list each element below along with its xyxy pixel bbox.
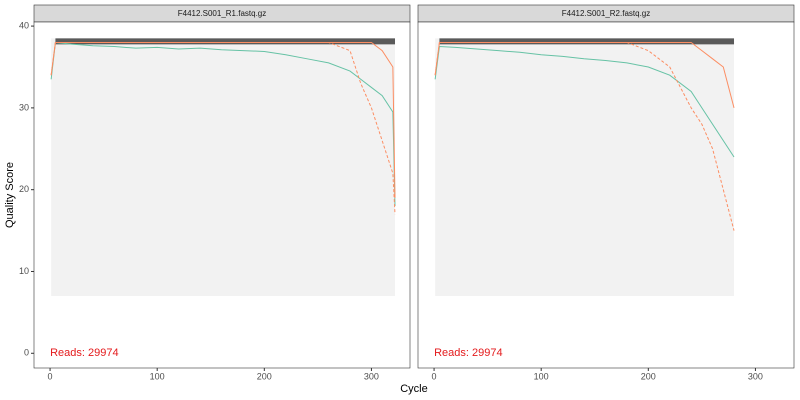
x-tick-label: 300 bbox=[364, 371, 379, 381]
x-tick-label: 200 bbox=[257, 371, 272, 381]
y-tick-label: 40 bbox=[19, 20, 29, 30]
x-axis-title: Cycle bbox=[400, 383, 428, 395]
annotation: Reads: 29974 bbox=[434, 347, 503, 359]
y-axis-title: Quality Score bbox=[4, 162, 16, 228]
x-tick-label: 300 bbox=[748, 371, 763, 381]
x-tick-label: 100 bbox=[150, 371, 165, 381]
y-tick-label: 20 bbox=[19, 184, 29, 194]
strip-title: F4412.S001_R2.fastq.gz bbox=[562, 9, 651, 18]
x-tick-label: 0 bbox=[432, 371, 437, 381]
y-tick-label: 30 bbox=[19, 102, 29, 112]
x-tick-label: 100 bbox=[534, 371, 549, 381]
y-tick-label: 10 bbox=[19, 266, 29, 276]
series-line bbox=[50, 41, 396, 207]
x-tick-label: 200 bbox=[641, 371, 656, 381]
x-tick-label: 0 bbox=[48, 371, 53, 381]
heat-top bbox=[55, 38, 396, 45]
heat-top bbox=[439, 38, 735, 45]
heat-background bbox=[51, 38, 396, 297]
strip-title: F4412.S001_R1.fastq.gz bbox=[178, 9, 267, 18]
annotation: Reads: 29974 bbox=[50, 347, 119, 359]
y-tick-label: 0 bbox=[24, 348, 29, 358]
series-line bbox=[434, 46, 735, 158]
series-line bbox=[50, 41, 396, 215]
heat-background bbox=[435, 38, 735, 297]
series-line bbox=[434, 41, 735, 231]
